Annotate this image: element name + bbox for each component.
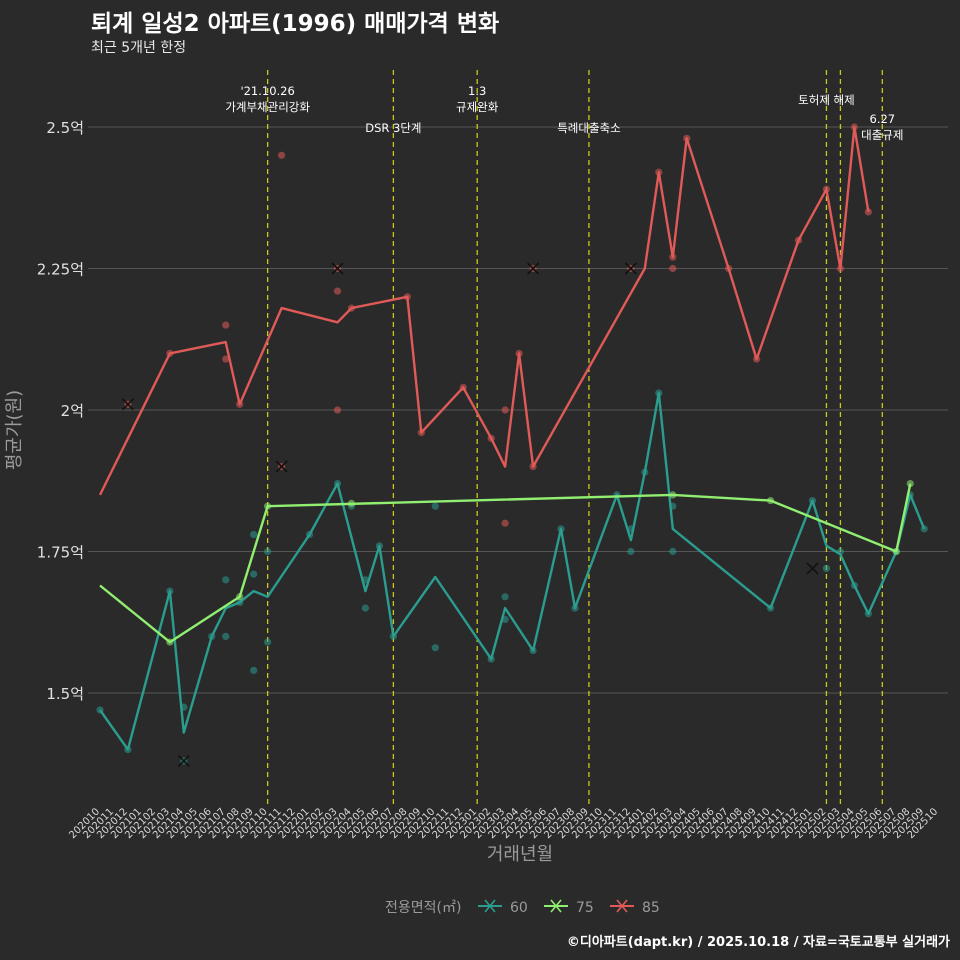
data-point-60 [501,593,509,601]
data-point-85 [222,321,230,329]
policy-event-label: 6.27 [870,112,896,126]
y-tick-label: 1.5억 [46,685,84,703]
data-point-60 [431,502,439,510]
policy-event-lines [266,70,883,805]
data-point-85 [222,355,230,363]
policy-event-label: 규제완화 [456,100,499,114]
policy-event-label: 대출규제 [861,128,903,142]
data-point-75 [906,479,914,488]
cancelled-deal-marker-85 [331,262,344,275]
data-point-85 [501,406,509,414]
series-line-60 [99,391,926,751]
data-point-60 [431,644,439,652]
data-point-60 [627,547,635,556]
policy-event-label: '21.10.26 [240,84,294,98]
series-layer [96,123,928,767]
data-point-60 [250,530,258,539]
policy-event-label: 특례대출축소 [557,121,620,135]
series-60 [96,389,928,767]
series-line-75 [99,483,912,644]
x-tick-labels: 2020102020112020122021012021022021032021… [67,806,940,841]
legend-label-85: 85 [642,900,660,916]
y-tick-labels: 1.5억 1.75억 2억 2.25억 2.5억 [37,119,84,703]
data-point-85 [333,287,342,295]
legend: 전용면적(㎡) 60 75 85 [385,899,660,916]
cancelled-deal-marker-85 [624,262,637,275]
series-85 [98,123,872,527]
y-axis-label: 평균가(원) [4,390,25,470]
source-caption: ©디아파트(dapt.kr) / 2025.10.18 / 자료=국토교통부 실… [566,935,950,950]
cancelled-deal-marker-85 [121,398,135,411]
policy-event-label: 가계부채관리강화 [225,100,310,114]
legend-label-60: 60 [510,900,528,916]
y-tick-label: 2.5억 [46,119,84,137]
y-tick-label: 2억 [61,402,84,420]
policy-event-label: 1.3 [468,84,486,98]
data-point-60 [264,547,272,556]
policy-event-label: DSR 3단계 [365,121,421,135]
data-point-60 [250,666,258,674]
data-point-60 [669,547,677,556]
y-gridlines [88,126,948,694]
data-point-85 [669,264,677,273]
cancelled-deal-marker-60 [177,754,190,767]
legend-key-cross-60 [484,899,496,913]
data-point-85 [333,406,342,414]
data-point-85 [501,519,509,527]
legend-title: 전용면적(㎡) [385,900,461,916]
data-point-60 [222,576,230,584]
data-point-60 [822,564,831,573]
data-point-60 [250,570,258,578]
data-point-60 [264,638,272,646]
series-line-85 [98,125,870,496]
chart-title: 퇴계 일성2 아파트(1996) 매매가격 변화 [91,11,500,37]
legend-key-cross-75 [550,899,562,913]
y-tick-label: 1.75억 [37,544,84,562]
data-point-60 [361,604,370,612]
legend-label-75: 75 [576,900,594,916]
series-75 [99,479,914,646]
data-point-60 [222,632,230,641]
cancelled-deal-marker-85 [527,262,540,275]
cancelled-deal-marker-85 [275,460,288,473]
data-point-85 [278,151,286,159]
y-tick-label: 2.25억 [37,261,84,279]
policy-event-label: 토허제 해제 [798,93,855,107]
x-axis-label: 거래년월 [487,844,553,865]
cancelled-deal-marker-60 [806,562,819,575]
legend-key-cross-85 [616,899,628,913]
chart-subtitle: 최근 5개년 한정 [91,40,187,56]
